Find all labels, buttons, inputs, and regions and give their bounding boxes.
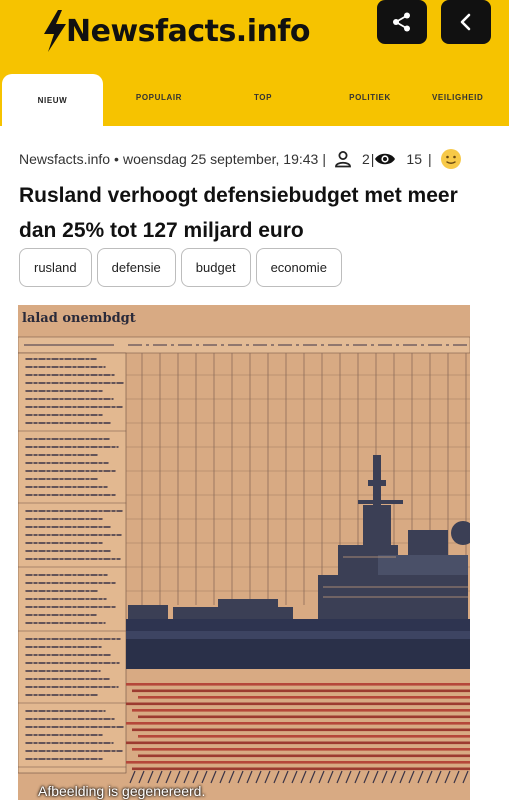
meta-separator-2: | — [370, 151, 375, 167]
image-caption: Afbeelding is gegenereerd. — [38, 783, 206, 799]
tick-mark — [228, 770, 235, 784]
header: Newsfacts.info NIEUW POPULAIR TOP POLITI… — [0, 0, 509, 126]
lightning-bolt-icon — [44, 10, 66, 52]
stripe — [126, 761, 470, 764]
tag-budget[interactable]: budget — [180, 248, 251, 287]
tick-mark — [444, 770, 451, 784]
tag-list: rusland defensie budget economie — [19, 248, 342, 287]
tick-mark — [192, 770, 199, 784]
logo-text: Newsfacts.info — [66, 13, 311, 49]
stripe — [132, 709, 470, 712]
stripe — [138, 696, 470, 699]
stripe — [132, 767, 470, 771]
tick-mark — [426, 770, 433, 784]
tick-mark — [219, 770, 226, 784]
tick-mark — [327, 770, 334, 784]
share-icon — [393, 12, 410, 32]
tick-mark — [282, 770, 289, 784]
tick-mark — [399, 770, 406, 784]
stripe — [126, 683, 470, 686]
tick-mark — [147, 770, 154, 784]
meta-dot: • — [114, 151, 119, 167]
views-count: 15 — [406, 151, 422, 167]
stripe — [132, 689, 470, 693]
tick-mark — [174, 770, 181, 784]
article-image[interactable]: lalad onembdgt — [18, 305, 470, 800]
tick-mark — [354, 770, 361, 784]
tick-mark — [336, 770, 343, 784]
tick-mark — [291, 770, 298, 784]
chevron-left-icon — [460, 13, 471, 31]
stripe — [138, 754, 470, 758]
tick-mark — [138, 770, 145, 784]
tick-mark — [237, 770, 244, 784]
tab-top[interactable]: TOP — [253, 92, 273, 102]
tab-populair[interactable]: POPULAIR — [135, 92, 183, 102]
tick-mark — [372, 770, 379, 784]
stripe — [132, 728, 470, 732]
stripe — [138, 735, 470, 738]
eye-icon — [374, 151, 396, 167]
tag-economie[interactable]: economie — [255, 248, 342, 287]
tick-mark — [246, 770, 253, 784]
tab-nieuw[interactable]: NIEUW — [2, 74, 103, 126]
tick-mark — [462, 770, 469, 784]
readers-count: 2 — [361, 151, 370, 167]
category-tabs: NIEUW POPULAIR TOP POLITIEK VEILIGHEID — [0, 72, 509, 126]
tick-mark — [264, 770, 271, 784]
tick-mark — [435, 770, 442, 784]
tick-mark — [201, 770, 208, 784]
article-headline: Rusland verhoogt defensiebudget met meer… — [19, 184, 458, 242]
stripe — [132, 748, 470, 751]
tick-mark — [453, 770, 460, 784]
emoji-reaction-icon[interactable] — [440, 148, 462, 170]
meta-separator: | — [322, 151, 326, 167]
tick-mark — [165, 770, 172, 784]
tick-mark — [390, 770, 397, 784]
article-date: woensdag 25 september, 19:43 — [122, 151, 319, 167]
tab-politiek[interactable]: POLITIEK — [349, 92, 391, 102]
tick-mark — [345, 770, 352, 784]
stripe — [126, 741, 470, 745]
back-button[interactable] — [441, 0, 491, 44]
tick-mark — [210, 770, 217, 784]
tab-veiligheid[interactable]: VEILIGHEID — [432, 92, 484, 102]
site-logo[interactable]: Newsfacts.info — [40, 8, 311, 54]
stripe — [138, 715, 470, 719]
tag-rusland[interactable]: rusland — [19, 248, 92, 287]
generated-illustration — [18, 305, 470, 800]
tick-mark — [408, 770, 415, 784]
tick-mark — [363, 770, 370, 784]
user-icon — [334, 150, 352, 168]
tick-mark — [318, 770, 325, 784]
share-button[interactable] — [377, 0, 427, 44]
meta-separator-3: | — [427, 151, 432, 167]
stripe — [126, 702, 470, 706]
tick-mark — [300, 770, 307, 784]
tick-mark — [129, 770, 136, 784]
tick-mark — [309, 770, 316, 784]
article-source[interactable]: Newsfacts.info — [19, 151, 111, 167]
tick-mark — [156, 770, 163, 784]
stripe — [126, 722, 470, 725]
tick-mark — [183, 770, 190, 784]
tick-mark — [273, 770, 280, 784]
tag-defensie[interactable]: defensie — [96, 248, 176, 287]
tick-mark — [417, 770, 424, 784]
article-meta: Newsfacts.info • woensdag 25 september, … — [19, 148, 462, 170]
image-title-text: lalad onembdgt — [22, 311, 136, 326]
tick-mark — [255, 770, 262, 784]
tick-mark — [381, 770, 388, 784]
